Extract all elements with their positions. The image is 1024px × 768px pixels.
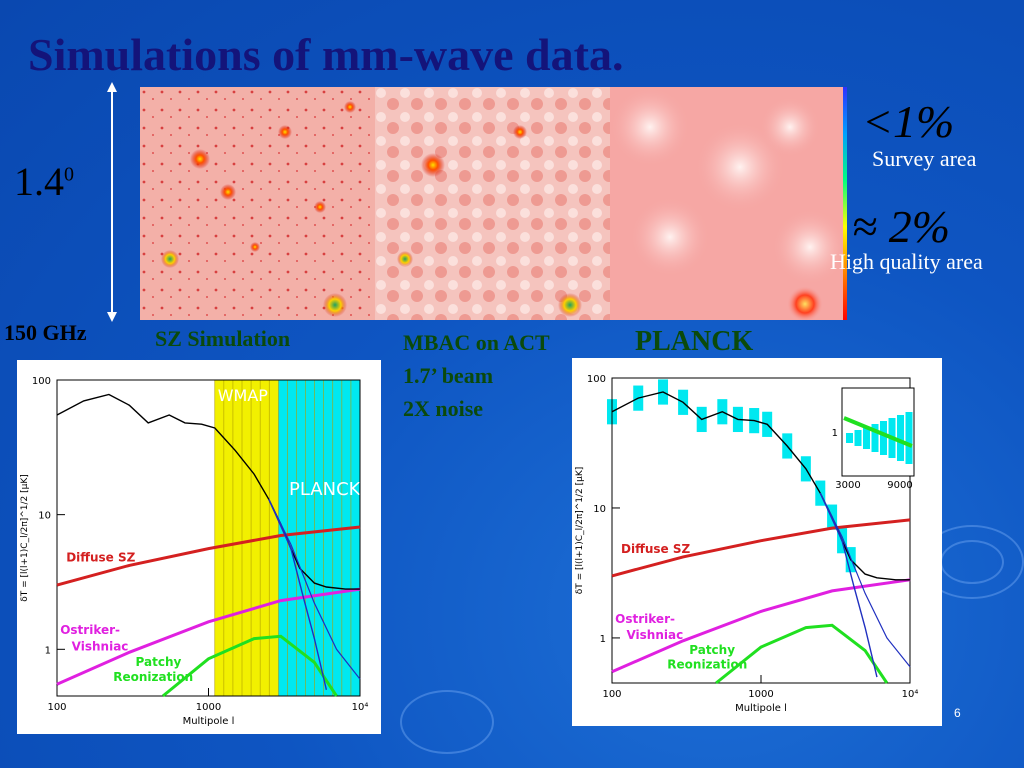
ostriker-label: Ostriker- xyxy=(615,612,675,626)
reonization-label: Reonization xyxy=(113,670,193,684)
patchy-label: Patchy xyxy=(689,643,735,657)
mbac-line-3: 2X noise xyxy=(403,396,484,421)
page-number: 6 xyxy=(954,706,961,720)
reonization-label: Reonization xyxy=(667,658,747,672)
planck-band-label: PLANCK xyxy=(289,479,362,500)
x-tick-label: 10⁴ xyxy=(902,689,919,700)
mbac-line-2: 1.7’ beam xyxy=(403,363,494,388)
diffuse-sz-label: Diffuse SZ xyxy=(66,550,135,564)
angle-degree: 0 xyxy=(64,163,74,186)
inset-y-tick: 1 xyxy=(832,428,838,439)
y-tick-label: 100 xyxy=(587,374,606,385)
y-tick-label: 1 xyxy=(45,645,51,656)
inset-error-bar xyxy=(905,412,913,464)
inset-error-bar xyxy=(863,427,870,449)
y-tick-label: 1 xyxy=(600,634,606,645)
mbac-label: MBAC on ACT 1.7’ beam 2X noise xyxy=(403,326,550,425)
series-line xyxy=(56,587,361,686)
vishniac-label: Vishniac xyxy=(72,639,129,653)
series-line xyxy=(161,634,338,698)
sz-simulation-label: SZ Simulation xyxy=(155,326,291,351)
damping-line xyxy=(268,499,361,680)
chart-left-svg: WMAP PLANCK 100 1000 10⁴ 1 10 100 Multipole l δT … xyxy=(20,376,369,727)
series-line xyxy=(611,391,910,581)
frequency-label: 150 GHz xyxy=(4,320,87,345)
inset-error-bar xyxy=(871,424,879,452)
power-spectrum-chart-left: WMAP PLANCK 100 1000 10⁴ 1 10 100 Multipole l δT … xyxy=(17,360,381,734)
angle-value: 1.4 xyxy=(14,159,64,204)
y-tick-label: 100 xyxy=(32,376,51,387)
patchy-label: Patchy xyxy=(136,655,182,669)
mbac-line-1: MBAC on ACT xyxy=(403,330,550,355)
y-tick-label: 10 xyxy=(593,504,606,515)
sz-simulation-map xyxy=(140,87,375,320)
mbac-act-map xyxy=(375,87,610,320)
damping-line xyxy=(268,499,328,690)
color-scale-bar xyxy=(843,87,847,320)
scale-arrow xyxy=(107,82,117,322)
planck-map xyxy=(610,87,845,320)
planck-band xyxy=(278,380,360,696)
survey-area-label: Survey area xyxy=(872,146,977,171)
survey-area-value: <1% xyxy=(862,96,955,147)
ripple-decoration xyxy=(400,690,494,754)
y-tick-label: 10 xyxy=(38,511,51,522)
angle-label: 1.40 xyxy=(14,158,74,205)
inset-x-tick: 3000 xyxy=(835,480,860,491)
diffuse-sz-label: Diffuse SZ xyxy=(621,542,690,556)
x-tick-label: 1000 xyxy=(748,689,773,700)
inset-error-bar xyxy=(854,430,862,446)
inset-x-tick: 9000 xyxy=(887,480,912,491)
x-axis-label: Multipole l xyxy=(735,703,787,714)
high-quality-value: ≈ 2% xyxy=(852,201,951,252)
x-tick-label: 10⁴ xyxy=(352,702,369,713)
series-line xyxy=(56,393,360,590)
damping-line xyxy=(819,492,878,678)
series-line xyxy=(56,525,361,587)
series-line xyxy=(611,578,911,674)
vishniac-label: Vishniac xyxy=(626,628,683,642)
damping-line xyxy=(819,492,911,668)
y-axis-label: δT = [l(l+1)C_l/2π]^1/2 [μK] xyxy=(20,474,30,602)
x-tick-label: 100 xyxy=(602,689,621,700)
planck-label: PLANCK xyxy=(635,326,754,357)
high-quality-label: High quality area xyxy=(830,249,983,274)
inset-error-bar xyxy=(897,415,904,461)
x-tick-label: 100 xyxy=(47,702,66,713)
wmap-band-label: WMAP xyxy=(218,386,269,405)
inset-error-bar xyxy=(880,421,887,455)
power-spectrum-chart-right: 100 1000 10⁴ 1 10 100 Multipole l δT = [l(l+1)C… xyxy=(572,358,942,726)
chart-right-svg: 100 1000 10⁴ 1 10 100 Multipole l δT = [l(l+1)C… xyxy=(575,374,919,714)
inset-line xyxy=(843,416,913,448)
series-line xyxy=(715,623,889,685)
sky-maps xyxy=(140,87,845,320)
inset-error-bar xyxy=(846,433,853,443)
ostriker-label: Ostriker- xyxy=(60,623,120,637)
x-axis-label: Multipole l xyxy=(183,716,235,727)
y-axis-label: δT = [l(l+1)C_l/2π]^1/2 [μK] xyxy=(575,467,585,595)
page-title: Simulations of mm-wave data. xyxy=(28,29,624,80)
series-line xyxy=(611,518,911,578)
x-tick-label: 1000 xyxy=(196,702,221,713)
